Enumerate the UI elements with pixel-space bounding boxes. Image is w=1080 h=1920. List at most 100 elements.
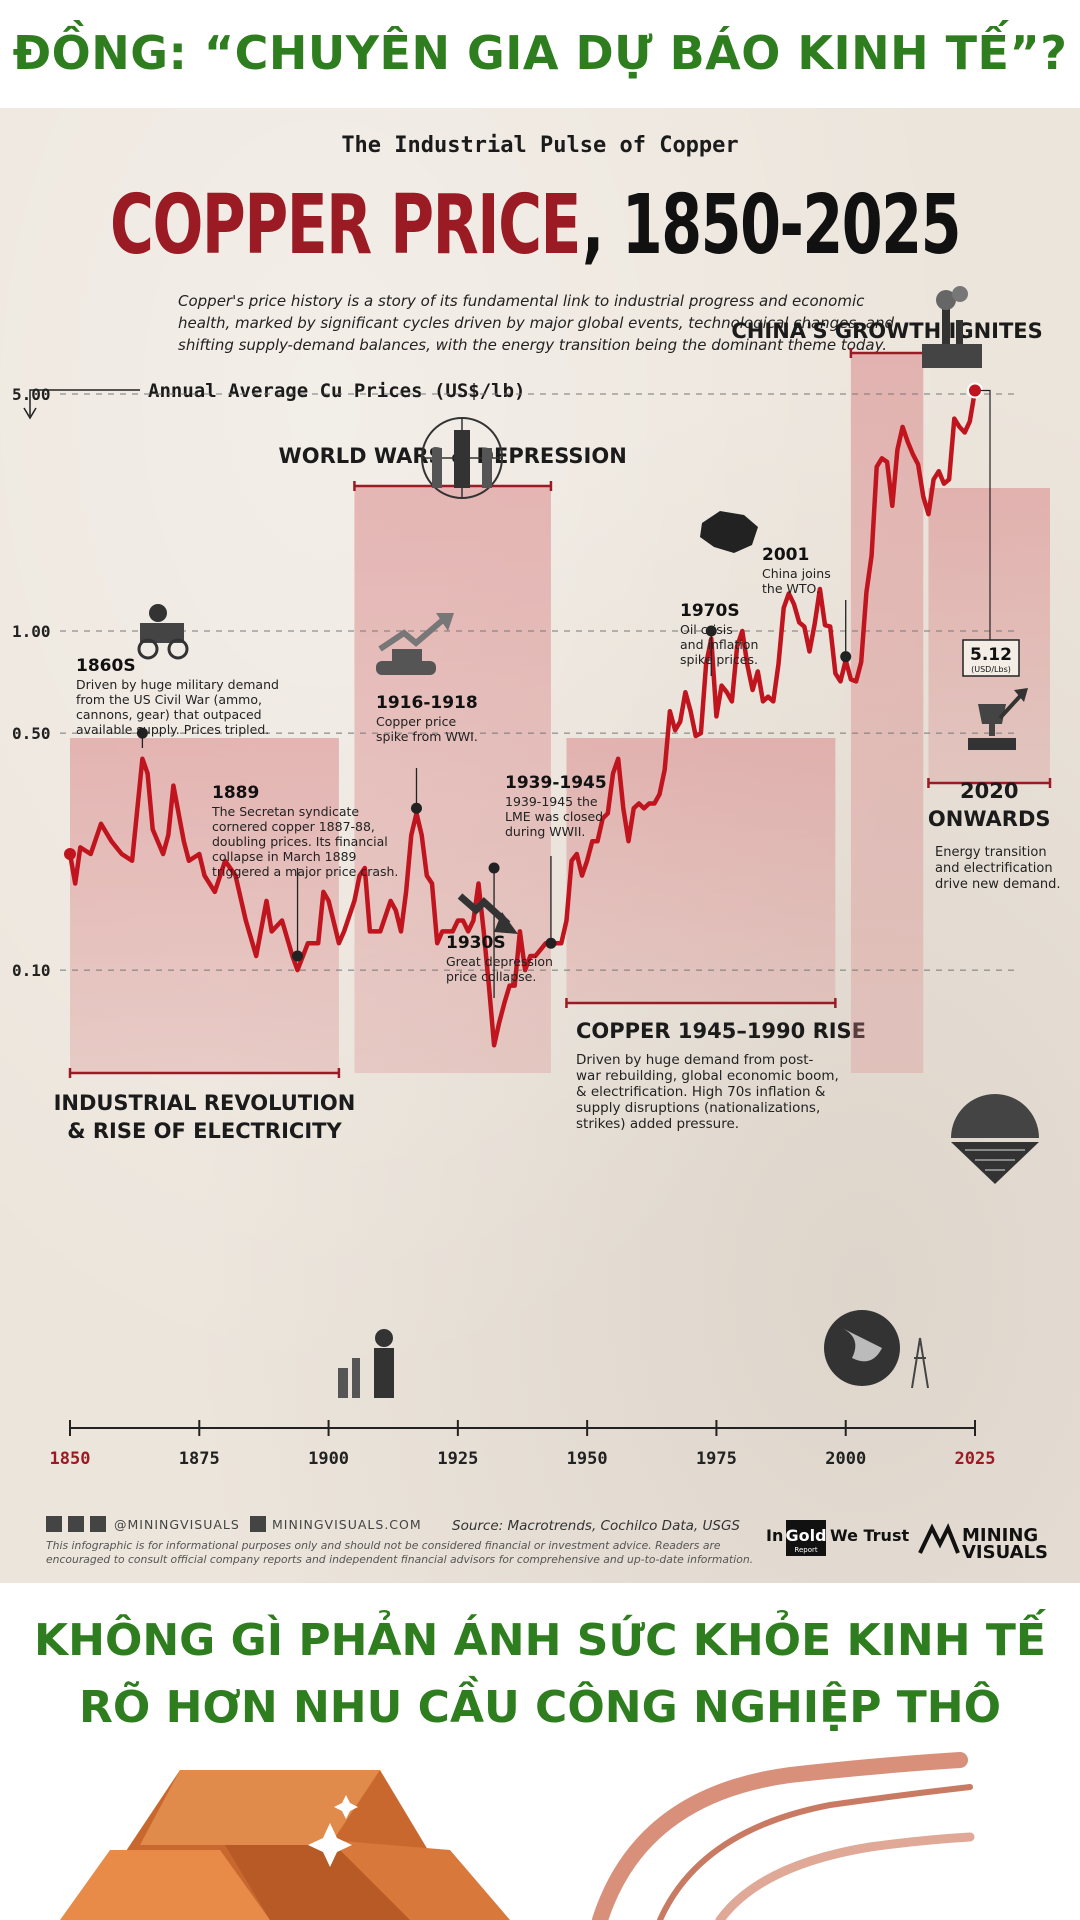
annotation-text: cornered copper 1887-88, [212, 819, 375, 834]
era-desc: drive new demand. [935, 877, 1061, 892]
price-point [379, 930, 382, 933]
price-point [585, 859, 589, 862]
copper-infographic: The Industrial Pulse of Copper COPPER PR… [0, 108, 1080, 1583]
price-point [430, 882, 434, 885]
facebook-icon[interactable] [46, 1516, 62, 1532]
website-link[interactable]: MININGVISUALS.COM [272, 1517, 422, 1532]
price-point [942, 482, 946, 485]
x-tick-label: 1950 [567, 1449, 608, 1469]
price-point [808, 650, 811, 653]
price-point [611, 772, 615, 775]
price-point [161, 852, 165, 856]
annotation-title: 1970S [680, 601, 740, 621]
annotation-text: 1939-1945 the [505, 794, 598, 809]
price-point [120, 852, 123, 856]
era-desc: & electrification. High 70s inflation & [576, 1084, 826, 1100]
price-point [151, 828, 154, 831]
price-point [772, 700, 775, 703]
price-point [99, 822, 103, 825]
price-point [482, 930, 485, 933]
price-point [963, 431, 966, 434]
annotation-dot [136, 727, 148, 739]
price-point [653, 802, 656, 805]
price-point [363, 866, 366, 870]
tagline-line-2: RÕ HƠN NHU CẦU CÔNG NGHIỆP THÔ [78, 1682, 1002, 1733]
annotation-text: spike prices. [680, 652, 758, 667]
era-desc: strikes) added pressure. [576, 1116, 739, 1132]
kicker: The Industrial Pulse of Copper [341, 133, 738, 158]
latest-value-box [962, 639, 1020, 677]
soldiers-icon [421, 417, 503, 499]
annotation-text: and inflation [680, 637, 758, 652]
price-point [916, 463, 920, 466]
price-point [317, 942, 320, 945]
annotation-title: 2001 [762, 545, 809, 565]
price-point [823, 624, 827, 627]
annotation-text: Great depression [446, 954, 553, 969]
price-point [529, 954, 532, 958]
price-point [306, 942, 310, 945]
annotation-dot [705, 625, 717, 637]
latest-value: 5.12 [970, 645, 1012, 665]
era-band [354, 486, 551, 1073]
price-point [518, 930, 522, 933]
price-point [187, 859, 191, 862]
era-desc: Driven by huge demand from post- [576, 1052, 814, 1068]
annotation-title: 1930S [446, 933, 506, 953]
price-point [730, 700, 734, 703]
era-label: COPPER 1945–1990 RISE [576, 1019, 866, 1043]
price-point [715, 715, 718, 718]
x-icon[interactable] [68, 1516, 84, 1532]
copper-price-chart: The Industrial Pulse of Copper COPPER PR… [12, 133, 1061, 1566]
intro-line-3: shifting supply-demand balances, with th… [178, 336, 887, 354]
trophy-icon [968, 688, 1028, 750]
price-point [560, 942, 563, 945]
copper-wire-art [592, 1752, 968, 1920]
price-point [968, 420, 971, 423]
price-point [927, 513, 930, 516]
arrow-down-icon [23, 407, 37, 420]
price-point [425, 874, 428, 877]
annotation-dot [410, 802, 422, 814]
price-point [725, 691, 728, 694]
price-point [358, 874, 361, 877]
linkedin-icon[interactable] [90, 1516, 106, 1532]
price-point [570, 859, 573, 862]
price-point [399, 930, 403, 933]
latest-point [967, 382, 983, 399]
y-tick-label: 5.00 [12, 385, 51, 404]
price-point [668, 710, 672, 713]
annotation-text: spike from WWI. [376, 729, 478, 744]
price-point [699, 731, 703, 735]
annotation-title: 1860S [76, 656, 136, 676]
price-point [689, 710, 692, 713]
price-point [404, 890, 408, 894]
price-point [89, 852, 92, 856]
annotation-text: Copper price [376, 714, 456, 729]
price-point [632, 807, 635, 810]
price-point [368, 930, 372, 933]
globe-pylons-icon [824, 1310, 929, 1389]
price-point [441, 930, 444, 933]
annotation-text: during WWII. [505, 824, 585, 839]
price-point [492, 1044, 496, 1047]
era-label: 2020 [960, 779, 1018, 803]
annotation-text: LME was closed [505, 809, 603, 824]
price-point [575, 852, 578, 856]
price-point [766, 695, 770, 698]
price-point [673, 729, 677, 732]
price-point [756, 670, 759, 673]
page-title: ĐỒNG: “CHUYÊN GIA DỰ BÁO KINH TẾ”? [12, 25, 1068, 80]
footer: @MININGVISUALS MININGVISUALS.COM Source:… [46, 1516, 1048, 1566]
y-tick-label: 0.50 [12, 724, 51, 743]
annotation-text: The Secretan syndicate [211, 804, 359, 819]
x-tick-label: 1925 [437, 1449, 478, 1469]
worker-industry-icon [338, 1329, 394, 1398]
price-point [467, 930, 470, 933]
price-point [394, 909, 397, 912]
annotation-title: 1939-1945 [505, 773, 607, 793]
price-point [637, 802, 641, 805]
price-point [798, 621, 801, 624]
social-handle[interactable]: @MININGVISUALS [114, 1517, 240, 1532]
price-point [353, 899, 356, 903]
